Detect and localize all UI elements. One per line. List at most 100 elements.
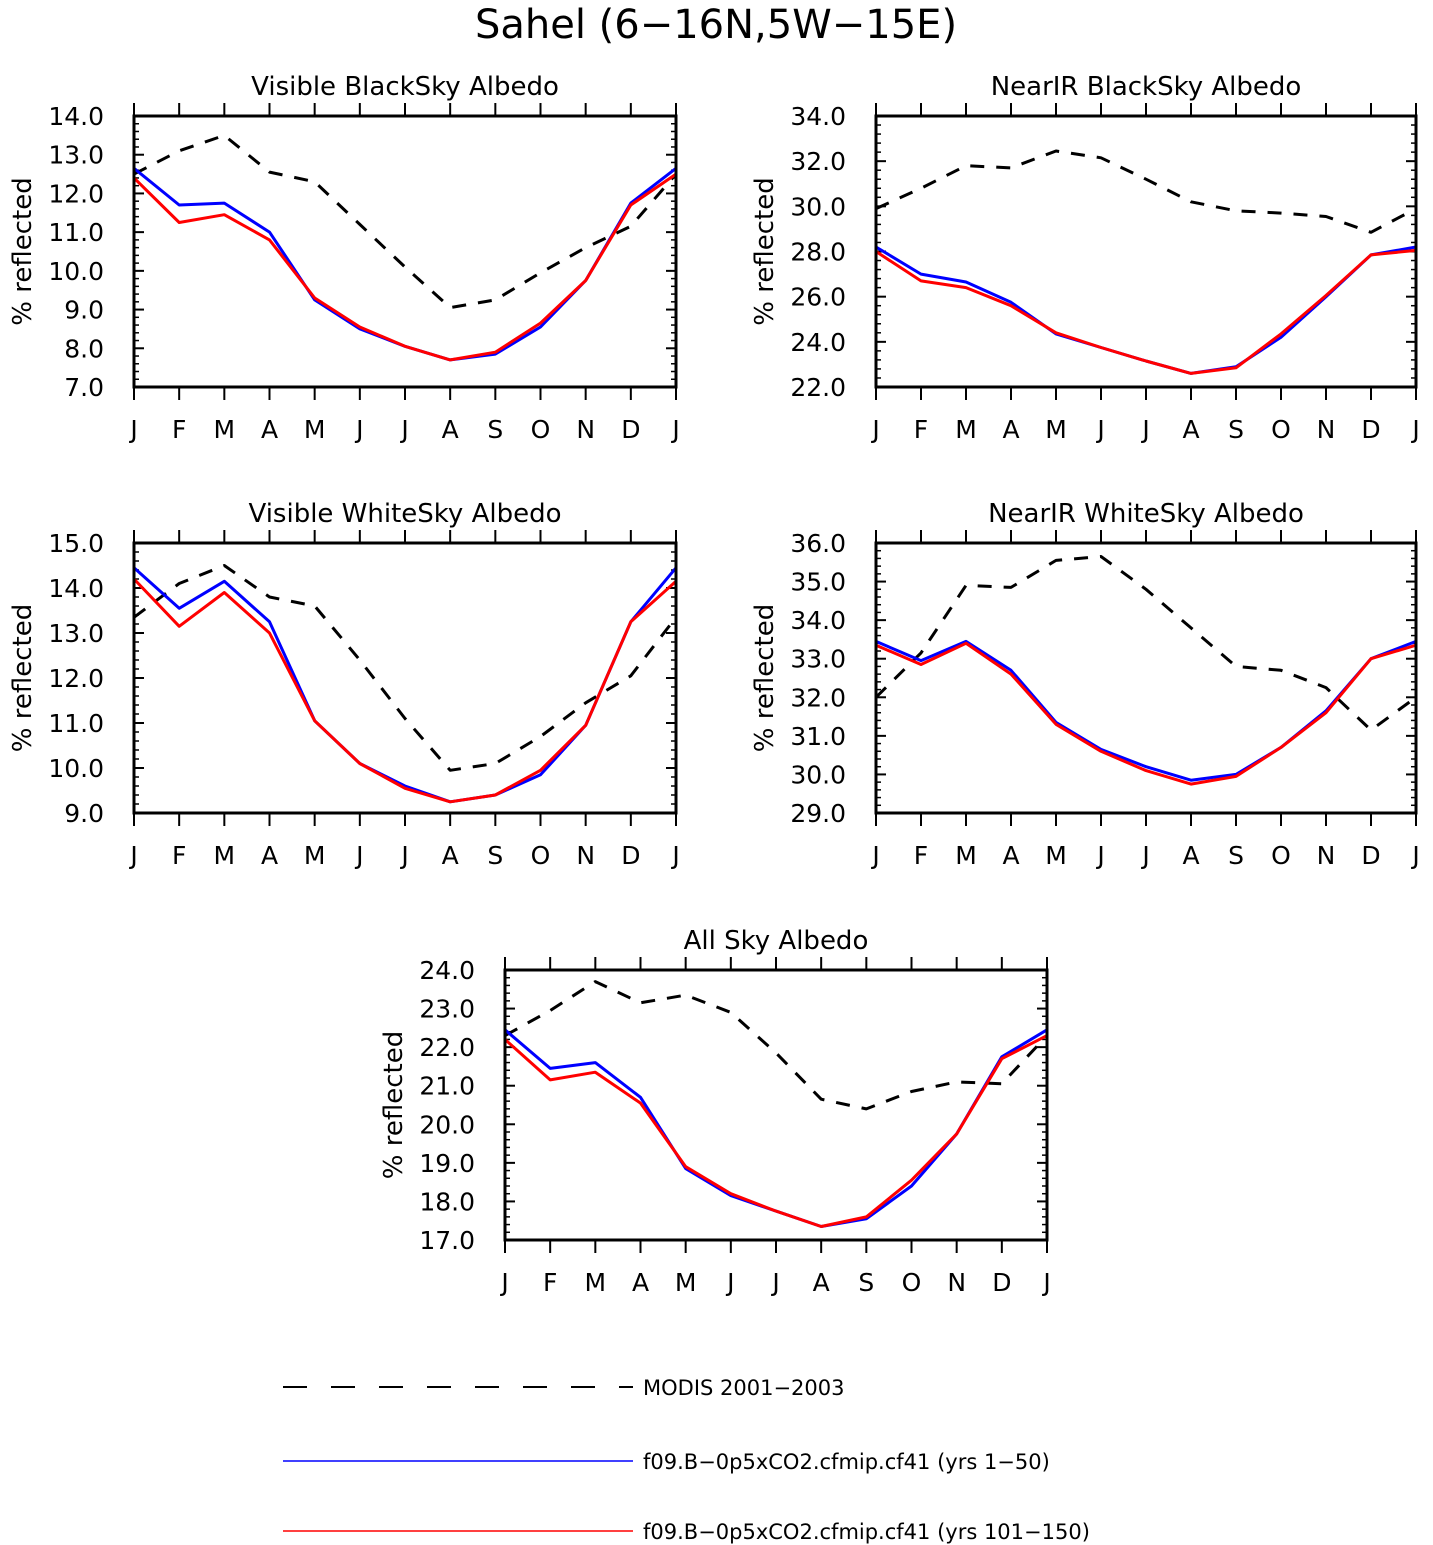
series-line-modis: [133, 133, 678, 310]
x-tick-label: D: [992, 1268, 1011, 1297]
x-tick-label: A: [1182, 841, 1199, 870]
x-tick-label: O: [902, 1268, 922, 1297]
series-line-run1: [504, 1028, 1048, 1228]
y-tick-label: 10.0: [48, 257, 104, 286]
x-tick-label: D: [621, 415, 640, 444]
x-tick-label: J: [1140, 415, 1149, 444]
x-tick-label: N: [576, 415, 595, 444]
figure-title: Sahel (6−16N,5W−15E): [475, 2, 957, 48]
x-tick-label: J: [870, 415, 879, 444]
x-tick-label: A: [261, 841, 278, 870]
x-tick-label: A: [442, 841, 459, 870]
series-line-run2: [503, 1034, 1048, 1228]
y-tick-label: 28.0: [790, 238, 846, 267]
x-tick-label: J: [1410, 841, 1419, 870]
x-tick-label: A: [813, 1268, 830, 1297]
series-line-modis: [133, 564, 678, 772]
x-tick-label: J: [670, 841, 679, 870]
x-tick-label: O: [1271, 415, 1291, 444]
x-tick-label: S: [1228, 841, 1244, 870]
x-tick-label: J: [1095, 841, 1104, 870]
y-tick-label: 34.0: [790, 606, 846, 635]
x-tick-label: S: [1228, 415, 1244, 444]
y-tick-label: 14.0: [48, 102, 104, 131]
panel-title: NearIR WhiteSky Albedo: [988, 499, 1304, 529]
y-tick-label: 24.0: [419, 956, 475, 985]
series-line-run1: [132, 566, 678, 804]
series-line-run1: [875, 639, 1417, 782]
y-tick-label: 12.0: [48, 664, 104, 693]
y-tick-label: 12.0: [48, 179, 104, 208]
plot-frame: [874, 541, 1418, 815]
series-line-run2: [132, 577, 678, 804]
plot-frame: [132, 541, 678, 815]
x-tick-label: J: [499, 1268, 508, 1297]
y-tick-label: 23.0: [419, 995, 475, 1024]
series-line-run2: [875, 641, 1417, 786]
y-axis-label: % reflected: [750, 177, 780, 325]
series-line-run2: [875, 248, 1417, 375]
y-tick-label: 31.0: [790, 722, 846, 751]
series-line-modis: [875, 149, 1417, 234]
y-tick-label: 29.0: [790, 799, 846, 828]
y-tick-label: 15.0: [48, 529, 104, 558]
y-tick-label: 9.0: [64, 296, 104, 325]
y-tick-label: 22.0: [419, 1033, 475, 1062]
plot-frame: [874, 114, 1418, 389]
y-tick-label: 21.0: [419, 1072, 475, 1101]
x-tick-label: M: [675, 1268, 697, 1297]
panel-title: Visible BlackSky Albedo: [251, 72, 559, 102]
x-tick-label: J: [128, 841, 137, 870]
y-tick-label: 10.0: [48, 754, 104, 783]
plot-frame: [132, 114, 678, 389]
x-tick-label: O: [531, 415, 551, 444]
x-tick-label: J: [128, 415, 137, 444]
y-tick-label: 26.0: [790, 283, 846, 312]
x-tick-label: J: [1140, 841, 1149, 870]
panel-title: All Sky Albedo: [684, 926, 869, 956]
x-tick-label: M: [585, 1268, 607, 1297]
x-tick-label: J: [725, 1268, 734, 1297]
x-tick-label: A: [1182, 415, 1199, 444]
x-tick-label: N: [1317, 415, 1336, 444]
y-tick-label: 35.0: [790, 568, 846, 597]
x-tick-label: J: [399, 841, 408, 870]
x-tick-label: S: [487, 415, 503, 444]
x-tick-label: N: [947, 1268, 966, 1297]
x-tick-label: J: [1041, 1268, 1050, 1297]
x-tick-label: A: [261, 415, 278, 444]
x-tick-label: J: [1410, 415, 1419, 444]
x-tick-label: M: [1045, 841, 1067, 870]
legend-label-3: f09.B−0p5xCO2.cfmip.cf41 (yrs 101−150): [643, 1520, 1090, 1544]
y-tick-label: 32.0: [790, 147, 846, 176]
y-tick-label: 18.0: [419, 1187, 475, 1216]
y-tick-label: 13.0: [48, 141, 104, 170]
x-tick-label: M: [304, 415, 326, 444]
y-tick-label: 30.0: [790, 192, 846, 221]
y-axis-label: % reflected: [8, 177, 38, 325]
y-axis-label: % reflected: [8, 604, 38, 752]
series-line-run1: [875, 245, 1417, 375]
y-tick-label: 19.0: [419, 1149, 475, 1178]
y-axis-label: % reflected: [750, 604, 780, 752]
legend-label-2: f09.B−0p5xCO2.cfmip.cf41 (yrs 1−50): [643, 1450, 1050, 1474]
y-tick-label: 22.0: [790, 373, 846, 402]
x-tick-label: S: [858, 1268, 874, 1297]
x-tick-label: M: [214, 415, 236, 444]
x-tick-label: F: [172, 841, 186, 870]
x-tick-label: M: [304, 841, 326, 870]
x-tick-label: F: [543, 1268, 557, 1297]
y-tick-label: 24.0: [790, 328, 846, 357]
x-tick-label: O: [531, 841, 551, 870]
x-tick-label: J: [1095, 415, 1104, 444]
legend-label-1: MODIS 2001−2003: [643, 1376, 845, 1400]
x-tick-label: S: [487, 841, 503, 870]
y-tick-label: 17.0: [419, 1226, 475, 1255]
x-tick-label: M: [214, 841, 236, 870]
x-tick-label: O: [1271, 841, 1291, 870]
